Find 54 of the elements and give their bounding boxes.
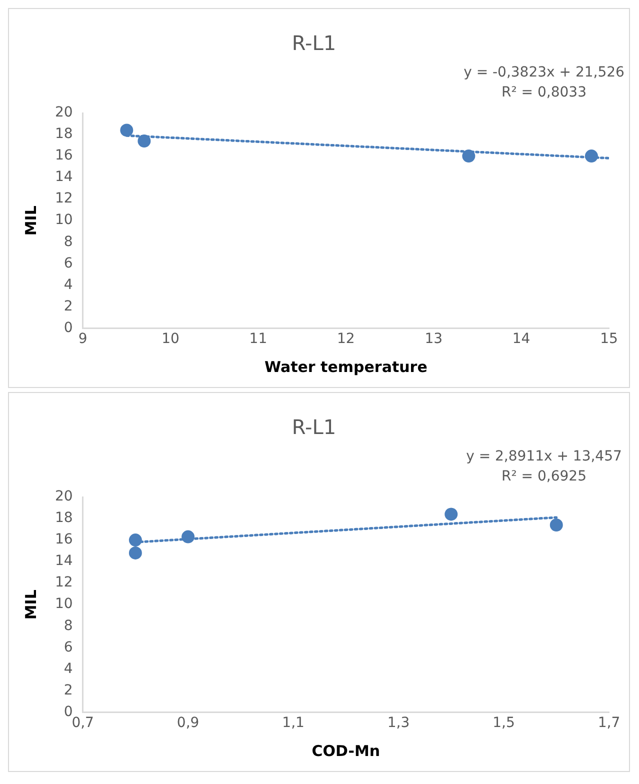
x-tick-label: 1,7 (598, 715, 620, 732)
x-tick-label: 1,1 (282, 715, 304, 732)
x-tick-label: 1,3 (387, 715, 410, 732)
point (120, 124, 134, 137)
y-tick-label: 16 (54, 532, 73, 548)
x-tick-label: 15 (600, 331, 618, 348)
text: R² = 0,6925 (502, 468, 586, 485)
point (182, 530, 195, 544)
x-tick-label: 9 (78, 331, 88, 348)
text: y = 2,8911x + 13,457 (466, 448, 622, 465)
y-tick-label: 18 (54, 510, 73, 526)
y-tick-label: 8 (64, 234, 73, 250)
point (462, 150, 476, 163)
x-tick-label: 13 (424, 331, 443, 348)
y-tick-label: 18 (54, 126, 73, 142)
x-tick-label: 11 (249, 331, 268, 348)
x-tick-label: 1,5 (492, 715, 515, 732)
y-axis-title: MIL (22, 205, 40, 236)
y-axis-title: MIL (22, 589, 40, 620)
point (128, 546, 142, 560)
text: R² = 0,8033 (502, 84, 586, 101)
y-tick-label: 0 (64, 320, 73, 336)
y-tick-label: 2 (64, 682, 73, 698)
y-tick-label: 10 (54, 212, 73, 228)
point (138, 134, 151, 148)
x-axis-title: COD-Mn (312, 742, 380, 760)
x-tick-label: 10 (162, 331, 180, 348)
text: y = -0,3823x + 21,526 (464, 64, 625, 81)
y-tick-label: 14 (54, 169, 73, 186)
x-tick-label: 0,9 (176, 715, 200, 732)
y-tick-label: 16 (54, 148, 73, 164)
y-tick-label: 6 (64, 639, 73, 656)
point (584, 150, 598, 163)
point (128, 534, 142, 547)
y-tick-label: 14 (54, 553, 73, 570)
y-tick-label: 6 (64, 255, 73, 272)
y-tick-label: 12 (54, 574, 73, 591)
chart-title: R-L1 (292, 31, 336, 56)
x-tick-label: 0,7 (72, 715, 94, 732)
x-axis-title: Water temperature (264, 358, 428, 376)
chart-title: R-L1 (292, 415, 336, 440)
y-tick-label: 4 (64, 660, 73, 677)
y-tick-label: 10 (54, 596, 73, 612)
y-tick-label: 20 (54, 488, 73, 505)
x-tick-label: 12 (336, 331, 355, 348)
y-tick-label: 20 (54, 104, 73, 121)
y-tick-label: 0 (64, 704, 73, 720)
y-tick-label: 12 (54, 190, 73, 207)
x-tick-label: 14 (512, 331, 530, 348)
point (550, 518, 563, 532)
point (444, 508, 458, 521)
y-tick-label: 8 (64, 618, 73, 634)
y-tick-label: 4 (64, 276, 73, 293)
y-tick-label: 2 (64, 298, 73, 314)
